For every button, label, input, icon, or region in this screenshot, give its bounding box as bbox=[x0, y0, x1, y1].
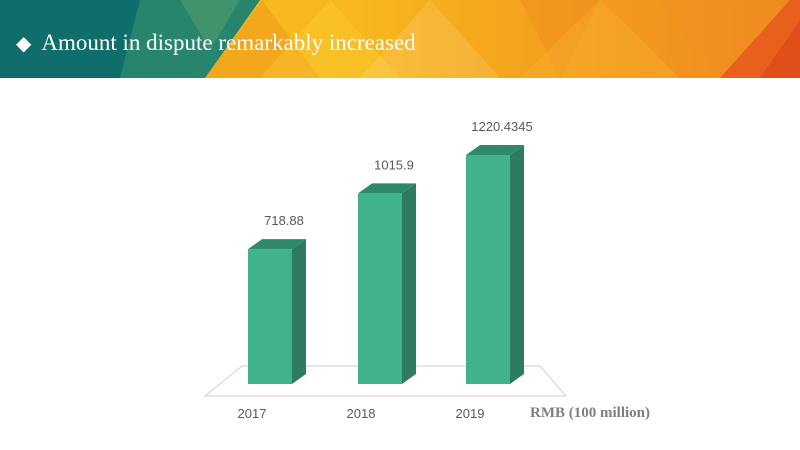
bar-top-2017 bbox=[248, 239, 306, 250]
diamond-icon: ◆ bbox=[16, 32, 32, 55]
bar-2018 bbox=[358, 193, 402, 384]
bar-top-2019 bbox=[466, 145, 524, 155]
bar-2019 bbox=[466, 155, 510, 384]
page-title: Amount in dispute remarkably increased bbox=[41, 30, 416, 55]
bar-top-2018 bbox=[358, 183, 416, 194]
bar-side-2019 bbox=[510, 145, 524, 384]
banner-title: ◆ Amount in dispute remarkably increased bbox=[16, 26, 416, 60]
bar-2017 bbox=[248, 249, 292, 384]
axis-unit-label: RMB (100 million) bbox=[530, 405, 650, 421]
bar-side-2017 bbox=[292, 239, 306, 384]
bar-side-2018 bbox=[402, 183, 416, 384]
data-label-2017: 718.88 bbox=[264, 213, 304, 228]
x-tick-label-2018: 2018 bbox=[347, 406, 376, 421]
x-tick-label-2017: 2017 bbox=[238, 406, 267, 421]
data-label-2018: 1015.9 bbox=[374, 157, 414, 172]
bar-chart: 718.88 2017 1015.9 2018 1220.4345 2019 bbox=[203, 119, 568, 421]
title-banner: ◆ Amount in dispute remarkably increased bbox=[0, 0, 800, 78]
data-label-2019: 1220.4345 bbox=[471, 119, 532, 134]
x-tick-label-2019: 2019 bbox=[456, 406, 485, 421]
banner-background bbox=[0, 0, 800, 78]
